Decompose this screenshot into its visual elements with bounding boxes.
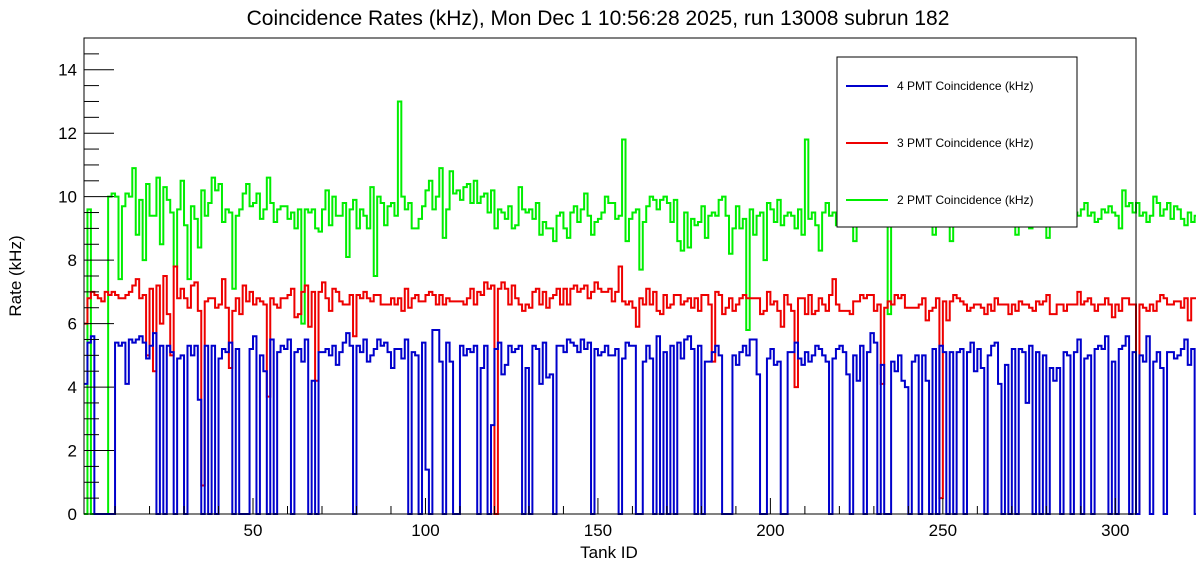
y-tick-label: 6 — [68, 315, 77, 334]
chart-title: Coincidence Rates (kHz), Mon Dec 1 10:56… — [247, 7, 950, 30]
series-line-2 — [84, 265, 1196, 515]
y-axis-label: Rate (kHz) — [6, 235, 25, 316]
y-tick-label: 2 — [68, 442, 77, 461]
x-axis: 50 100 150 200 250 300 — [114, 498, 1129, 540]
series-line-1 — [84, 328, 1196, 515]
legend: 4 PMT Coincidence (kHz) 3 PMT Coincidence… — [836, 56, 1078, 228]
x-tick-label: 150 — [584, 521, 612, 540]
x-tick-label: 100 — [411, 521, 439, 540]
y-tick-label: 8 — [68, 251, 77, 270]
y-tick-label: 14 — [58, 61, 77, 80]
legend-label-2: 3 PMT Coincidence (kHz) — [897, 136, 1034, 150]
y-tick-label: 12 — [58, 124, 77, 143]
x-tick-label: 200 — [756, 521, 784, 540]
x-tick-label: 300 — [1101, 521, 1129, 540]
x-tick-label: 250 — [929, 521, 957, 540]
x-axis-label: Tank ID — [580, 543, 638, 562]
legend-label-3: 2 PMT Coincidence (kHz) — [897, 193, 1034, 207]
y-axis: 0 2 4 6 8 10 12 14 — [58, 37, 114, 524]
y-tick-label: 4 — [68, 378, 77, 397]
y-tick-label: 0 — [68, 505, 77, 524]
y-tick-label: 10 — [58, 188, 77, 207]
legend-label-1: 4 PMT Coincidence (kHz) — [897, 79, 1034, 93]
x-tick-label: 50 — [244, 521, 263, 540]
